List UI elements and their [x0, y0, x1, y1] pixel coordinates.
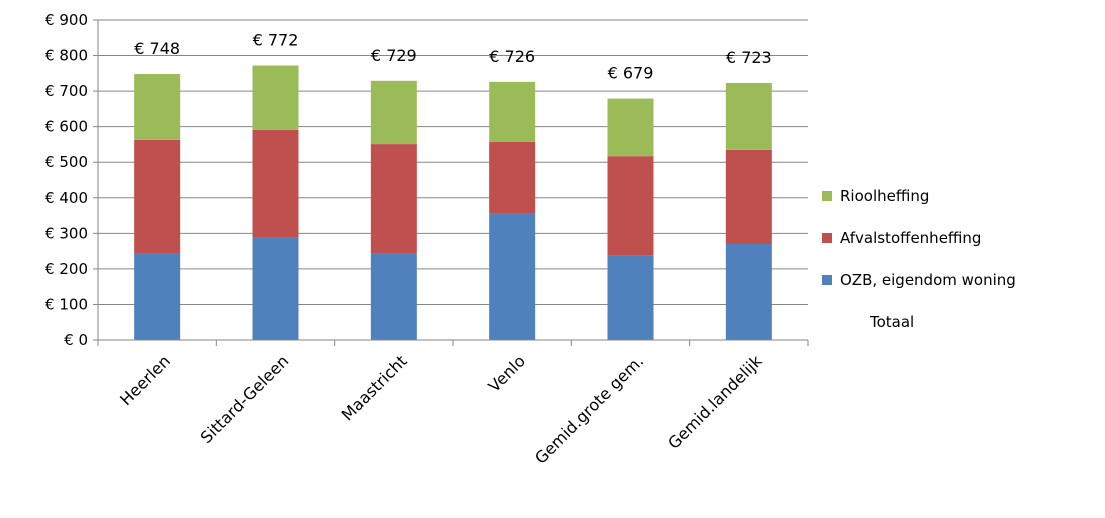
y-tick-label: € 0 — [64, 331, 88, 349]
bar-segment — [489, 213, 536, 340]
legend-label-totals: Totaal — [869, 313, 914, 331]
x-tick-label: Sittard-Geleen — [197, 351, 293, 447]
bar-segment — [252, 129, 299, 238]
legend: Rioolheffing Afvalstoffenheffing OZB, eige… — [822, 187, 1016, 331]
legend-swatch — [822, 233, 832, 243]
legend-label: Rioolheffing — [840, 187, 929, 205]
bar-segment — [489, 81, 536, 142]
total-label: € 748 — [134, 39, 180, 58]
x-tick-label: Gemid.grote gem. — [531, 351, 647, 467]
bar-segment — [607, 255, 654, 340]
total-label: € 772 — [253, 31, 299, 50]
legend-label: OZB, eigendom woning — [840, 271, 1016, 289]
bar-segment — [134, 139, 181, 254]
x-tick-label: Maastricht — [338, 351, 411, 424]
gridlines — [98, 19, 808, 305]
y-tick-label: € 100 — [45, 295, 88, 313]
legend-label: Afvalstoffenheffing — [840, 229, 981, 247]
y-tick-label: € 600 — [45, 118, 88, 136]
total-label: € 723 — [726, 48, 772, 67]
total-label: € 679 — [608, 64, 654, 83]
bar-segment — [725, 82, 772, 150]
bar-segment — [370, 253, 417, 340]
bar-segment — [489, 141, 536, 214]
legend-swatch — [822, 191, 832, 201]
total-label: € 726 — [489, 47, 535, 66]
y-tick-label: € 200 — [45, 260, 88, 278]
x-tick-label: Heerlen — [116, 351, 174, 409]
axes — [93, 19, 809, 346]
bar-segment — [370, 144, 417, 254]
bars — [134, 65, 772, 340]
bar-segment — [725, 149, 772, 244]
bar-segment — [607, 156, 654, 256]
y-tick-label: € 300 — [45, 224, 88, 242]
bar-segment — [134, 74, 181, 140]
y-tick-label: € 900 — [45, 11, 88, 29]
y-tick-label: € 700 — [45, 82, 88, 100]
bar-segment — [252, 65, 299, 130]
y-tick-labels: € 0 € 100 € 200 € 300 € 400 € 500 € 600 € 700 € … — [45, 11, 88, 349]
bar-segment — [370, 80, 417, 145]
bar-segment — [134, 253, 181, 340]
total-label: € 729 — [371, 46, 417, 65]
y-tick-label: € 400 — [45, 189, 88, 207]
x-tick-label: Gemid.landelijk — [664, 351, 766, 453]
bar-segment — [252, 237, 299, 340]
bar-segment — [725, 244, 772, 340]
x-tick-label: Venlo — [485, 351, 529, 395]
bar-segment — [607, 98, 654, 157]
y-tick-label: € 500 — [45, 153, 88, 171]
x-tick-labels: Heerlen Sittard-Geleen Maastricht Venlo Gemi… — [116, 351, 766, 468]
total-labels: € 748 € 772 € 729 € 726 € 679 € 723 — [134, 31, 771, 83]
y-tick-label: € 800 — [45, 47, 88, 65]
legend-swatch — [822, 275, 832, 285]
